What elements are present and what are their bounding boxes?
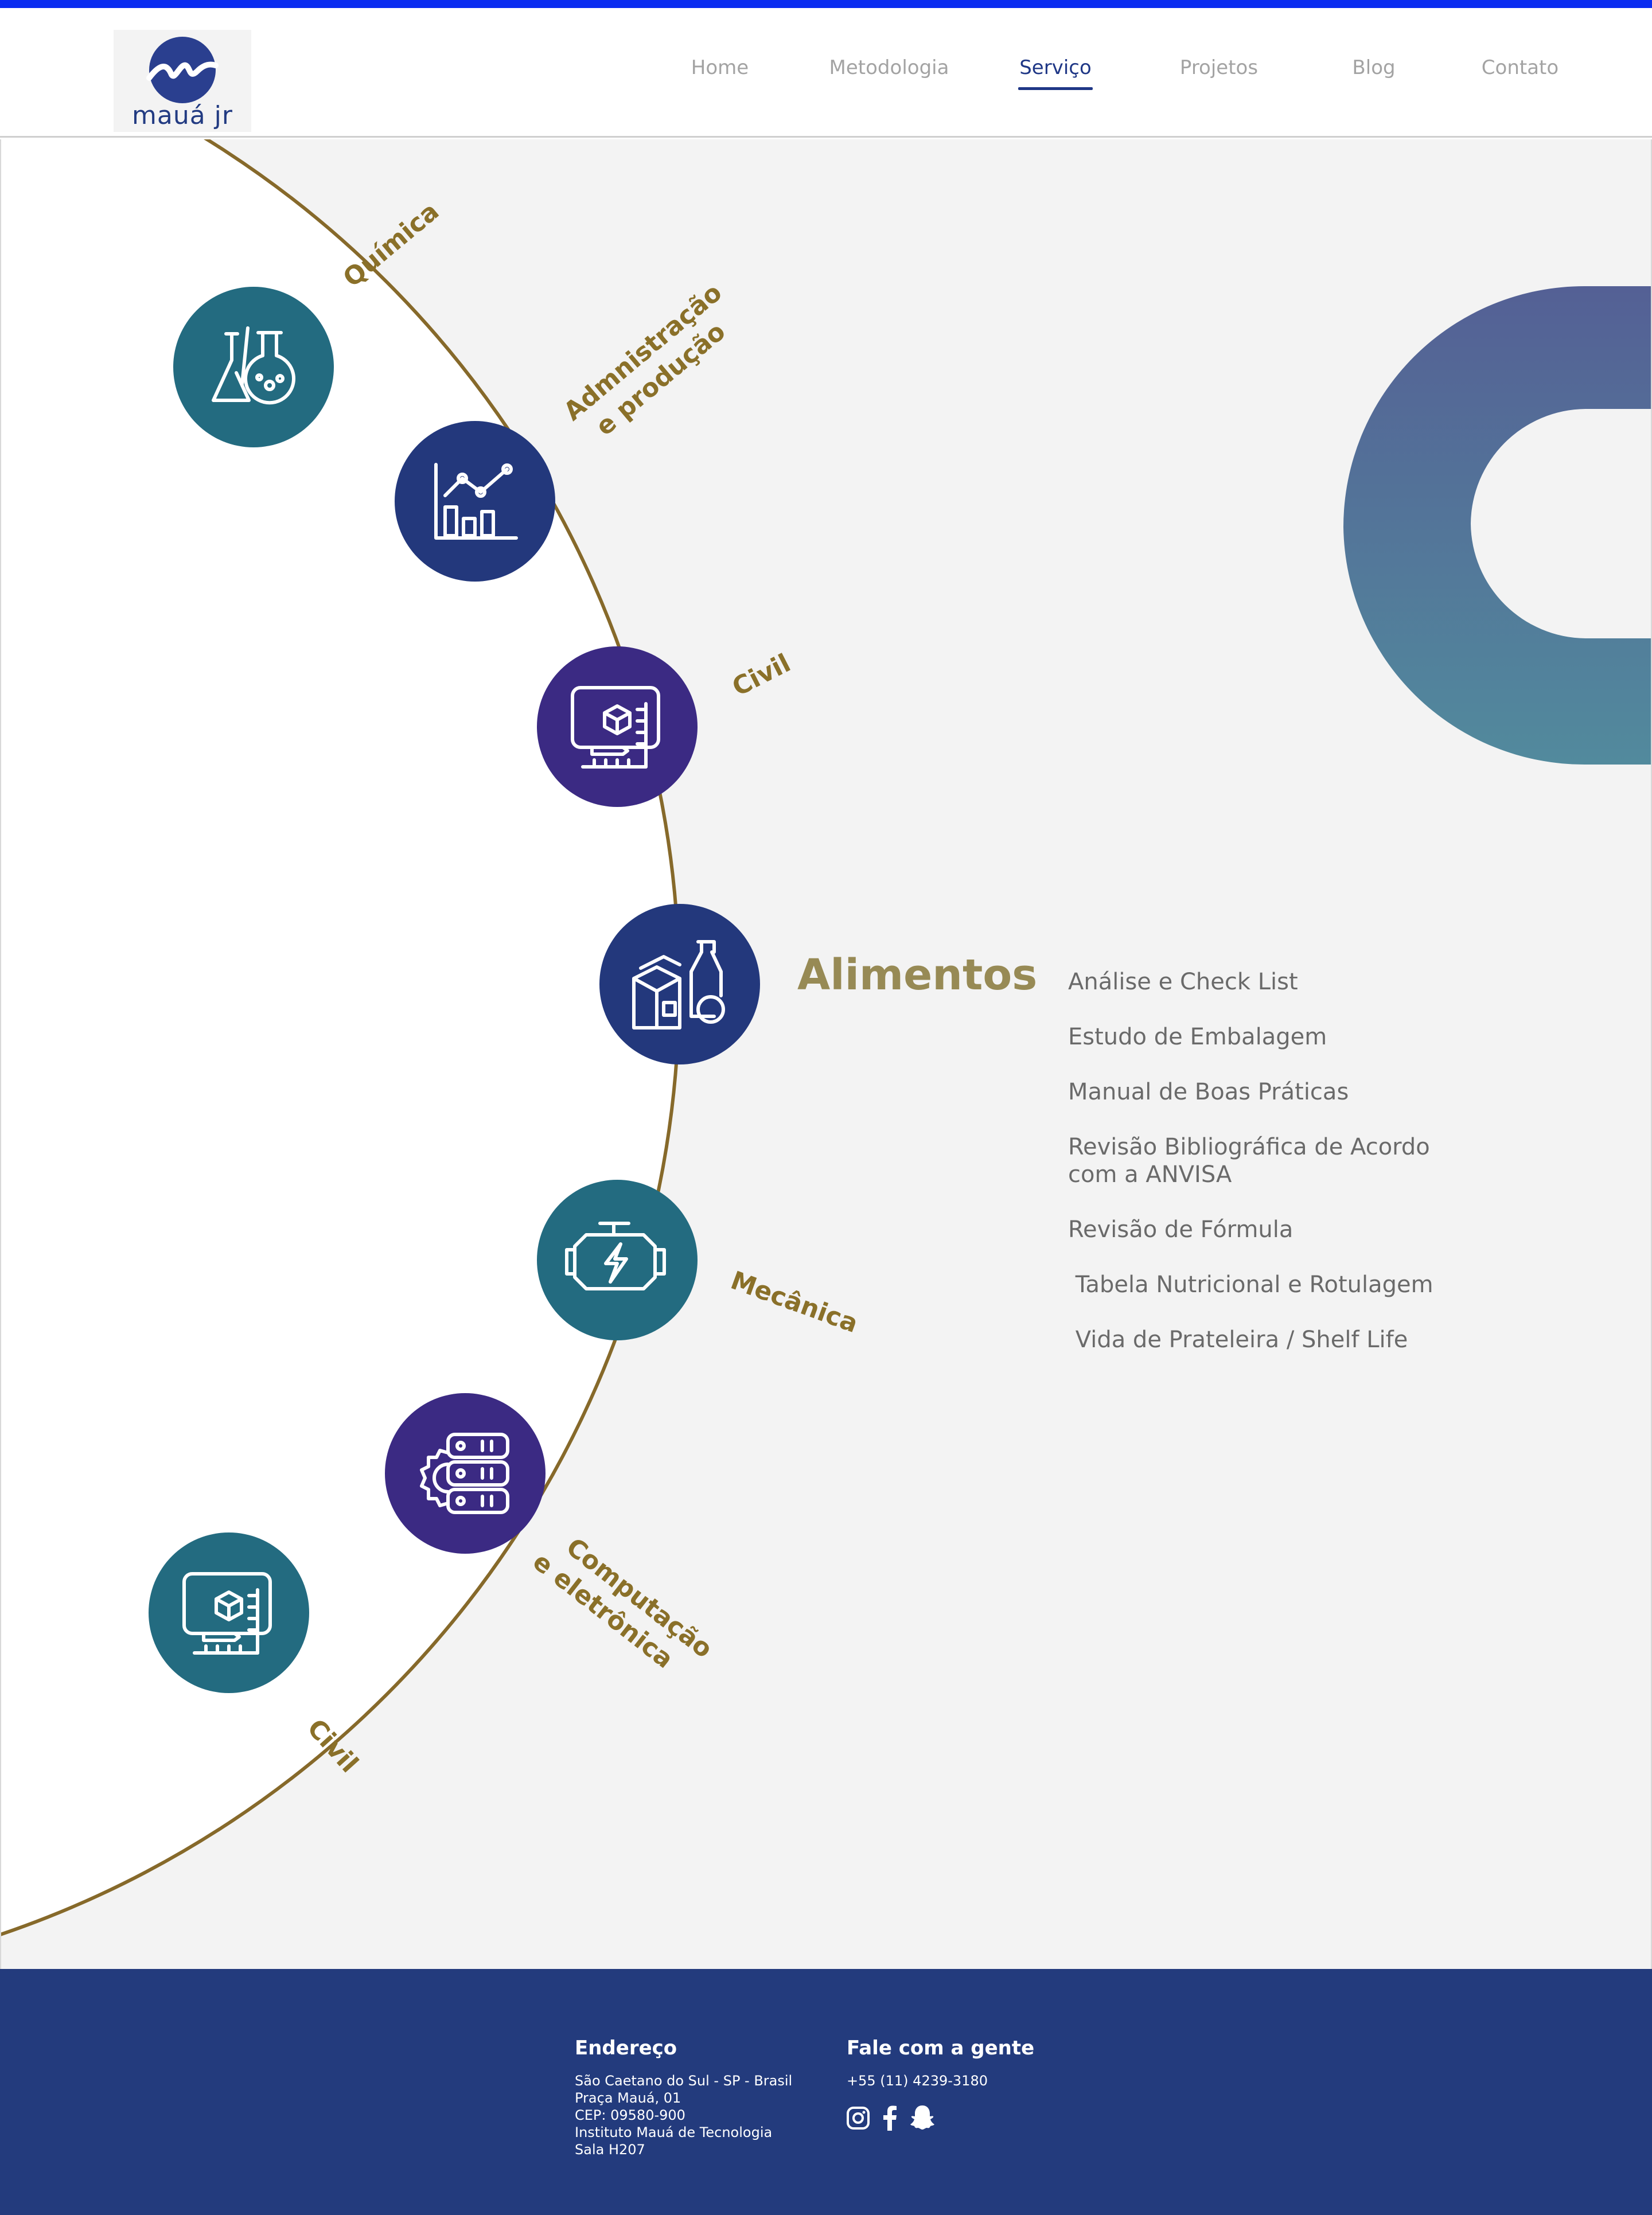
logo-text: mauá jr — [132, 101, 233, 130]
nav-servico-label: Serviço — [1019, 56, 1092, 79]
selected-area-title: Alimentos — [797, 950, 1038, 1000]
nav-blog-label: Blog — [1352, 56, 1396, 79]
server-gear-icon — [385, 1393, 546, 1554]
footer-address-line: Praça Mauá, 01 — [575, 2090, 681, 2106]
footer-address-line: Instituto Mauá de Tecnologia — [575, 2124, 773, 2140]
service-item[interactable]: Estudo de Embalagem — [1068, 1024, 1327, 1050]
nav-contato[interactable]: Contato — [1474, 56, 1566, 91]
nav-projetos[interactable]: Projetos — [1173, 56, 1265, 91]
service-item[interactable]: Tabela Nutricional e Rotulagem — [1068, 1272, 1433, 1298]
site-header: mauá jr Home Metodologia Serviço Projeto… — [0, 8, 1652, 138]
area-node-mecanica[interactable] — [537, 1180, 698, 1340]
engine-icon — [537, 1180, 698, 1340]
footer-address-line: CEP: 09580-900 — [575, 2107, 685, 2123]
logo-mark-icon — [146, 37, 219, 103]
top-accent-bar — [0, 0, 1652, 8]
site-footer: Endereço São Caetano do Sul - SP - Brasi… — [0, 1969, 1652, 2215]
service-item[interactable]: Manual de Boas Práticas — [1068, 1079, 1349, 1105]
facebook-icon[interactable] — [881, 2105, 898, 2131]
footer-address-line: São Caetano do Sul - SP - Brasil — [575, 2073, 793, 2089]
service-item[interactable]: Vida de Prateleira / Shelf Life — [1068, 1327, 1408, 1353]
service-item[interactable]: Análise e Check List — [1068, 969, 1298, 995]
nav-blog[interactable]: Blog — [1345, 56, 1402, 91]
area-node-civil-1[interactable] — [537, 646, 698, 807]
area-node-alimentos[interactable] — [599, 904, 760, 1064]
service-item[interactable]: Revisão Bibliográfica de Acordo com a AN… — [1068, 1134, 1430, 1188]
service-item[interactable]: Revisão de Fórmula — [1068, 1216, 1293, 1243]
nav-projetos-label: Projetos — [1179, 56, 1259, 79]
nav-metodologia[interactable]: Metodologia — [823, 56, 955, 91]
services-section: Química Admnistração e produção Civil Al… — [0, 139, 1652, 1969]
nav-servico[interactable]: Serviço — [1018, 56, 1093, 91]
area-node-civil-2[interactable] — [149, 1532, 309, 1693]
food-package-icon — [599, 904, 760, 1064]
right-c-shape — [1343, 286, 1651, 765]
blueprint-icon — [537, 646, 698, 807]
footer-phone[interactable]: +55 (11) 4239-3180 — [847, 2073, 988, 2089]
nav-home[interactable]: Home — [685, 56, 754, 91]
footer-contact-title: Fale com a gente — [847, 2037, 1035, 2060]
area-node-computacao[interactable] — [385, 1393, 546, 1554]
chart-icon — [395, 421, 555, 582]
nav-home-label: Home — [691, 56, 749, 79]
footer-address-title: Endereço — [575, 2037, 677, 2060]
blueprint-icon — [149, 1532, 309, 1693]
snapchat-icon[interactable] — [910, 2104, 935, 2131]
instagram-icon[interactable] — [846, 2105, 871, 2131]
logo[interactable]: mauá jr — [114, 30, 251, 132]
nav-active-underline — [1018, 87, 1093, 90]
flask-icon — [173, 287, 334, 447]
area-node-quimica[interactable] — [173, 287, 334, 447]
area-node-administracao[interactable] — [395, 421, 555, 582]
nav-metodologia-label: Metodologia — [829, 56, 949, 79]
nav-contato-label: Contato — [1481, 56, 1559, 79]
footer-address-line: Sala H207 — [575, 2142, 645, 2158]
